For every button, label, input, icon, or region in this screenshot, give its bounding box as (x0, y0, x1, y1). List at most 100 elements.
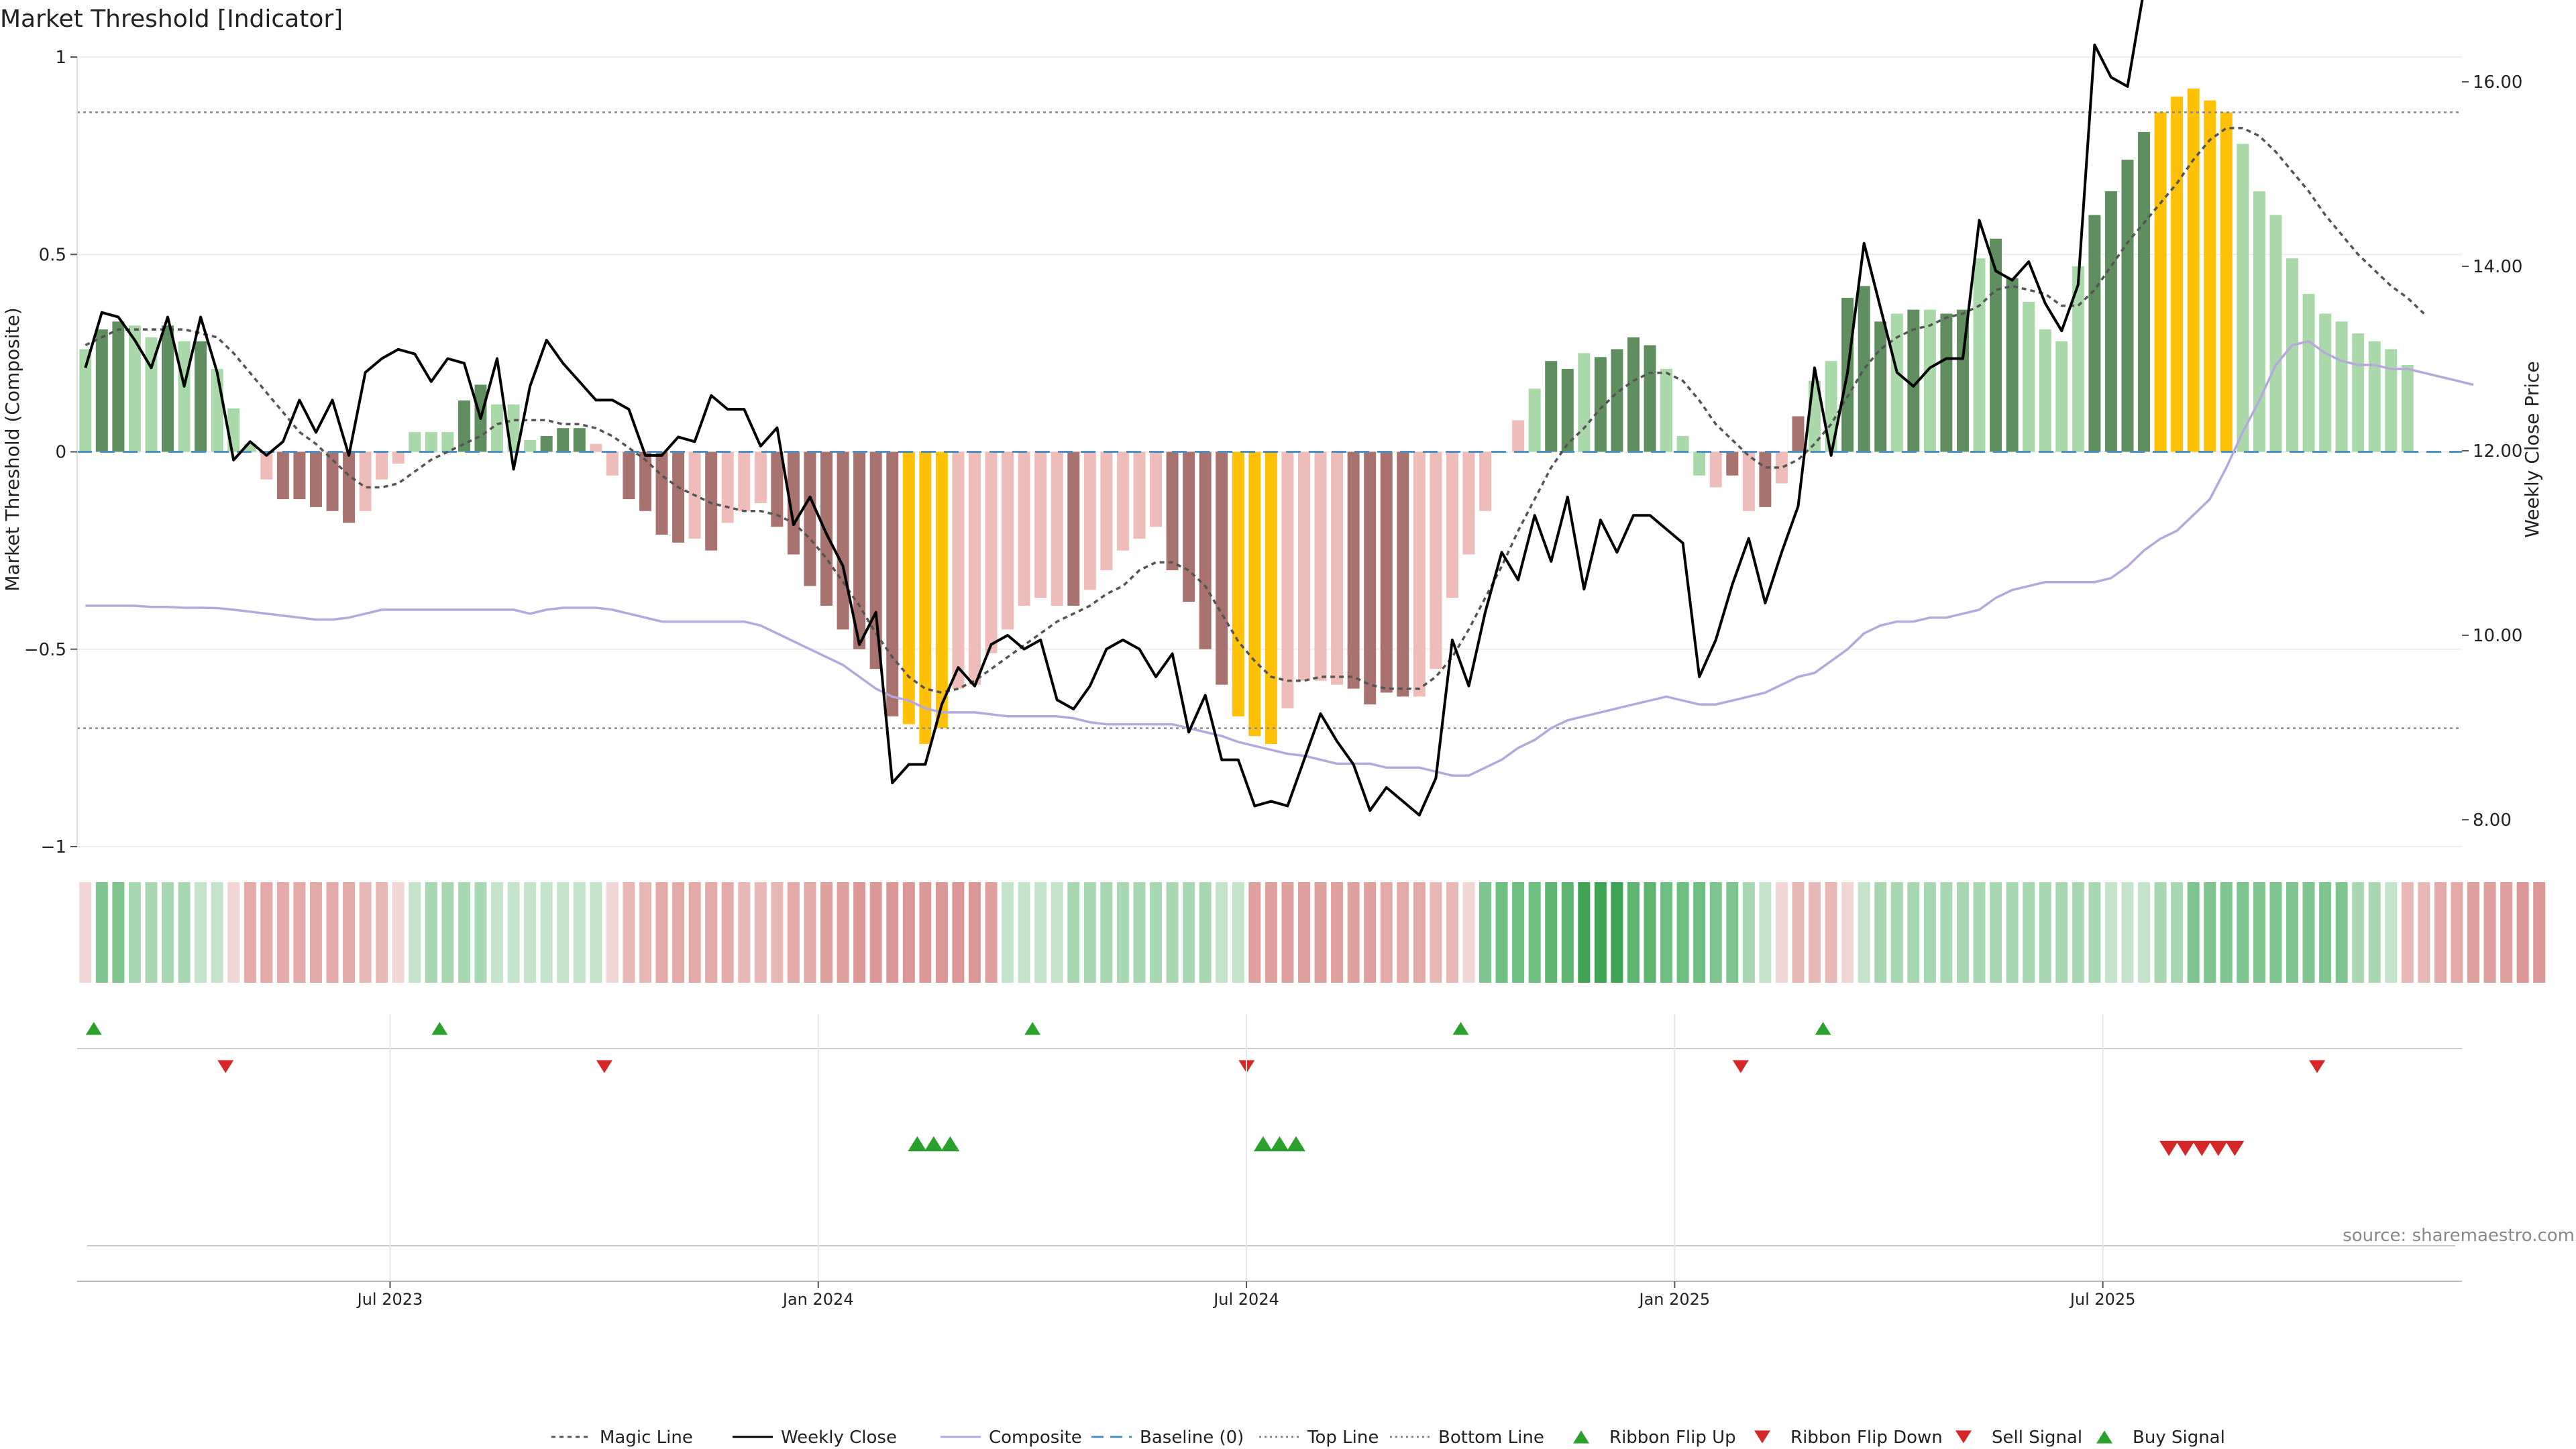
ribbon-cell (837, 882, 849, 983)
ribbon-cell (2154, 882, 2167, 983)
buy-signal-marker (924, 1136, 943, 1152)
bar (1380, 451, 1393, 693)
y-right-tick-label: 12.00 (2473, 441, 2522, 462)
bar (2335, 321, 2348, 452)
ribbon-cell (1890, 882, 1903, 983)
legend-label: Ribbon Flip Down (1790, 1428, 1943, 1448)
bar (919, 451, 932, 744)
bar (902, 451, 915, 724)
bar (787, 451, 800, 555)
ribbon-cell (227, 882, 240, 983)
ribbon-cell (1034, 882, 1047, 983)
legend-label: Bottom Line (1438, 1428, 1544, 1448)
bar (869, 451, 882, 669)
ribbon-cell (1578, 882, 1591, 983)
ribbon-flip-up-marker (85, 1022, 102, 1035)
bar (968, 451, 981, 685)
ribbon-cell (326, 882, 339, 983)
ribbon-cell (820, 882, 833, 983)
ribbon-cell (1199, 882, 1212, 983)
ribbon-cell (1479, 882, 1492, 983)
ribbon-cell (2286, 882, 2298, 983)
composite-line (85, 339, 2474, 777)
ribbon-cell (2104, 882, 2117, 983)
line-series (77, 0, 2474, 817)
ribbon-cell (524, 882, 537, 983)
bar (145, 337, 158, 452)
ribbon-cell (1594, 882, 1607, 983)
bar (491, 404, 504, 452)
ribbon-cell (2434, 882, 2447, 983)
ribbon-cell (1874, 882, 1887, 983)
bar (112, 321, 125, 452)
sell-signal-marker (2225, 1140, 2245, 1157)
ribbon-cell (952, 882, 965, 983)
ribbon-cell (293, 882, 306, 983)
bar (2104, 191, 2117, 452)
bar (1199, 451, 1212, 649)
bar (1512, 420, 1525, 452)
y-axis-right-label: Weekly Close Price (2521, 361, 2543, 537)
ribbon-flip-down-marker (2309, 1060, 2326, 1073)
ribbon-cell (935, 882, 948, 983)
bar (2187, 89, 2200, 452)
legend-swatch (1573, 1430, 1589, 1444)
bar (227, 408, 240, 452)
ribbon-cell (1973, 882, 1986, 983)
bar (276, 451, 289, 500)
ribbon-cell (590, 882, 602, 983)
bar (2039, 329, 2051, 452)
bar (441, 432, 454, 452)
bar (1940, 313, 1953, 452)
ribbon-cell (1397, 882, 1409, 983)
ribbon-cell (886, 882, 899, 983)
bar (2253, 191, 2265, 452)
ribbon-cell (1512, 882, 1525, 983)
bar (1430, 451, 1442, 669)
x-tick-label: Jan 2025 (1638, 1290, 1710, 1309)
ribbon-cell (2138, 882, 2151, 983)
x-tick-label: Jul 2023 (356, 1290, 423, 1309)
ribbon-cell (309, 882, 322, 983)
ribbon-cell (2269, 882, 2282, 983)
bar (1528, 388, 1541, 452)
ribbon-flip-down-marker (1732, 1060, 1749, 1073)
legend-label: Sell Signal (1992, 1428, 2082, 1448)
bar (1858, 286, 1870, 452)
bar (2171, 96, 2184, 452)
bar (771, 451, 784, 527)
bar (1364, 451, 1377, 705)
bar (79, 349, 92, 452)
bar (655, 451, 668, 535)
ribbon-cell (178, 882, 191, 983)
bar (1034, 451, 1047, 598)
ribbon-cell (606, 882, 619, 983)
buy-signal-marker (1253, 1136, 1273, 1152)
sell-signal-marker (2176, 1140, 2195, 1157)
ribbon-cell (1166, 882, 1179, 983)
bar (128, 325, 141, 452)
bar (820, 451, 833, 606)
bar (1347, 451, 1360, 689)
y-left-tick-label: −1 (41, 837, 66, 857)
bar (1133, 451, 1146, 539)
bar (1726, 451, 1739, 476)
ribbon-cell (1380, 882, 1393, 983)
legend-label: Magic Line (600, 1428, 693, 1448)
bar (1775, 451, 1788, 484)
bar (1693, 451, 1706, 476)
bar (623, 451, 635, 500)
bar (211, 368, 223, 452)
sell-signal-marker (2192, 1140, 2212, 1157)
ribbon-cell (639, 882, 651, 983)
bar (1331, 451, 1344, 685)
bar (935, 451, 948, 729)
bar (1314, 451, 1327, 681)
ribbon-cell (1676, 882, 1689, 983)
sell-signal-marker (2159, 1140, 2179, 1157)
ribbon-cell (1462, 882, 1475, 983)
legend-label: Weekly Close (781, 1428, 897, 1448)
ribbon-cell (1742, 882, 1755, 983)
bar (1874, 321, 1887, 452)
ribbon-cell (1627, 882, 1640, 983)
